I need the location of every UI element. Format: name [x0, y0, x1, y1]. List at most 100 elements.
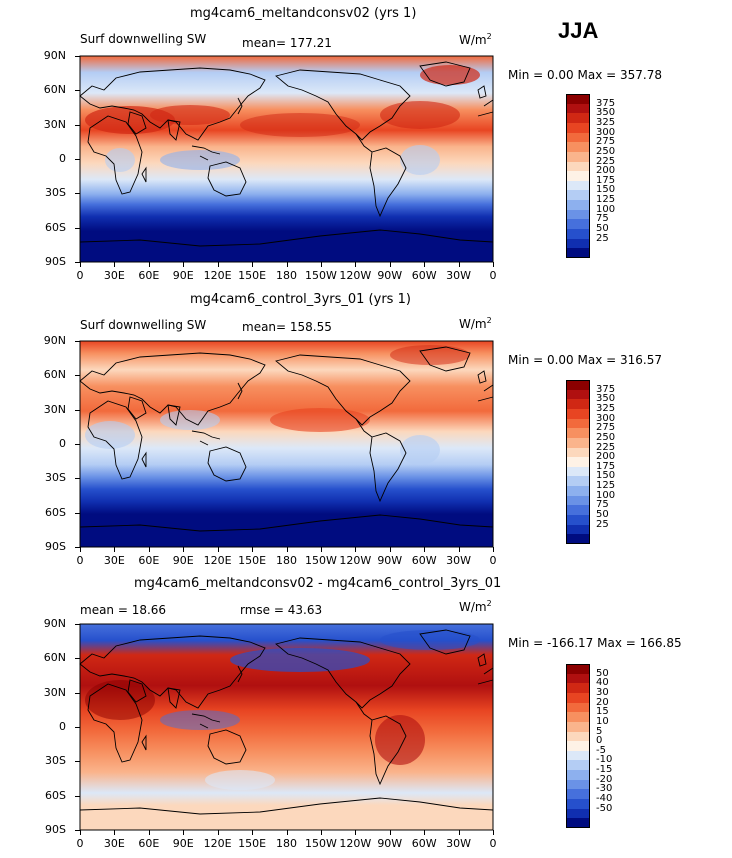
colorbar-label: -40 [596, 793, 613, 805]
lat-tick-mark [75, 193, 80, 195]
lon-tick-mark [493, 262, 494, 267]
lon-tick-mark [80, 547, 81, 552]
lon-tick-mark [355, 262, 357, 267]
colorbar-segment [566, 457, 590, 468]
lat-tick-mark [75, 56, 80, 57]
lon-tick-label: 120W [339, 837, 372, 850]
panel-1-coldspot [400, 145, 440, 175]
colorbar-label: 300 [596, 126, 616, 138]
lon-tick-mark [148, 547, 150, 552]
lon-tick-mark [320, 262, 322, 267]
lon-tick-mark [148, 830, 150, 835]
lon-tick-mark [458, 830, 460, 835]
lat-tick-mark [75, 761, 80, 763]
lon-tick-label: 90W [377, 554, 403, 567]
colorbar-segment [566, 505, 590, 516]
colorbar-label: 5 [596, 725, 603, 737]
colorbar-segment [566, 486, 590, 497]
lat-tick-label: 30S [45, 754, 66, 768]
colorbar-label: 125 [596, 194, 616, 206]
lat-tick-label: 30N [43, 402, 66, 416]
colorbar-frame [566, 664, 590, 828]
lon-tick-mark [493, 830, 494, 835]
lon-tick-label: 30E [103, 269, 125, 282]
colorbar-segment [566, 712, 590, 723]
lat-tick-label: 30S [45, 186, 66, 200]
colorbar-label: -15 [596, 764, 613, 776]
colorbar-label: 350 [596, 107, 616, 119]
lat-tick-label: 60S [45, 220, 66, 234]
colorbar-label: 325 [596, 116, 616, 128]
panel-3-title: mg4cam6_meltandconsv02 - mg4cam6_control… [134, 576, 502, 591]
colorbar-label: 275 [596, 136, 616, 148]
lon-tick-label: 30E [103, 837, 125, 850]
panel-1-title: mg4cam6_meltandconsv02 (yrs 1) [190, 6, 417, 21]
colorbar-segment [566, 476, 590, 487]
lon-tick-mark [320, 547, 322, 552]
colorbar-segment [566, 683, 590, 694]
colorbar-label: 0 [596, 735, 603, 747]
colorbar-segment [566, 515, 590, 526]
colorbar-label: 350 [596, 393, 616, 405]
panel-2-minmax: Min = 0.00 Max = 316.57 [508, 353, 662, 367]
colorbar-segment [566, 447, 590, 458]
lon-tick-label: 120E [203, 269, 232, 282]
lon-tick-label: 150W [304, 269, 337, 282]
colorbar-label: -30 [596, 783, 613, 795]
lat-tick-label: 0 [59, 720, 66, 733]
lon-tick-label: 180 [276, 269, 297, 282]
lon-tick-mark [424, 547, 426, 552]
colorbar-label: 175 [596, 460, 616, 472]
colorbar-label: 30 [596, 686, 609, 698]
lon-tick-label: 0 [76, 554, 84, 567]
lon-tick-label: 60W [411, 269, 437, 282]
lat-tick-label: 30N [43, 685, 66, 699]
colorbar-label: 50 [596, 223, 609, 235]
colorbar-label: 10 [596, 715, 609, 727]
lon-tick-label: 150E [238, 554, 267, 567]
lon-tick-label: 180 [276, 554, 297, 567]
lon-tick-mark [458, 547, 460, 552]
panel-3-coldspot [205, 770, 275, 790]
colorbar-segment [566, 673, 590, 684]
colorbar-label: 50 [596, 667, 609, 679]
lon-tick-mark [252, 547, 254, 552]
panel-3-minmax: Min = -166.17 Max = 166.85 [508, 636, 682, 650]
lon-tick-label: 150W [304, 554, 337, 567]
lon-tick-mark [114, 830, 116, 835]
lat-tick-mark [75, 90, 80, 92]
colorbar-segment [566, 466, 590, 477]
lon-tick-label: 60E [138, 837, 160, 850]
lon-tick-mark [389, 830, 391, 835]
colorbar-label: -50 [596, 802, 613, 814]
panel-1-units: W/m2 [459, 32, 492, 47]
lon-tick-mark [424, 262, 426, 267]
panel-2-variable-label: Surf downwelling SW [80, 318, 207, 332]
lat-tick-mark [75, 227, 80, 229]
lat-tick-mark [75, 624, 80, 625]
lat-tick-mark [75, 658, 80, 660]
lat-tick-label: 60N [43, 651, 66, 665]
colorbar-label: -20 [596, 773, 613, 785]
lon-tick-mark [183, 830, 185, 835]
lat-tick-label: 60S [45, 505, 66, 519]
panel-3-mean-label: mean = 18.66 [80, 603, 167, 617]
colorbar-label: 20 [596, 696, 609, 708]
lon-tick-mark [286, 830, 288, 835]
colorbar-label: 25 [596, 232, 609, 244]
lon-tick-mark [80, 830, 81, 835]
colorbar-segment [566, 200, 590, 211]
lon-tick-label: 0 [76, 837, 84, 850]
lon-tick-label: 60W [411, 554, 437, 567]
colorbar-segment [566, 399, 590, 410]
colorbar-label: 375 [596, 383, 616, 395]
colorbar-segment [566, 818, 590, 829]
colorbar-label: 225 [596, 155, 616, 167]
colorbar-segment [566, 229, 590, 240]
colorbar-label: 75 [596, 499, 609, 511]
colorbar-segment [566, 731, 590, 742]
lon-tick-mark [424, 830, 426, 835]
colorbar-label: 200 [596, 165, 616, 177]
lon-tick-label: 120W [339, 554, 372, 567]
colorbar-segment [566, 779, 590, 790]
